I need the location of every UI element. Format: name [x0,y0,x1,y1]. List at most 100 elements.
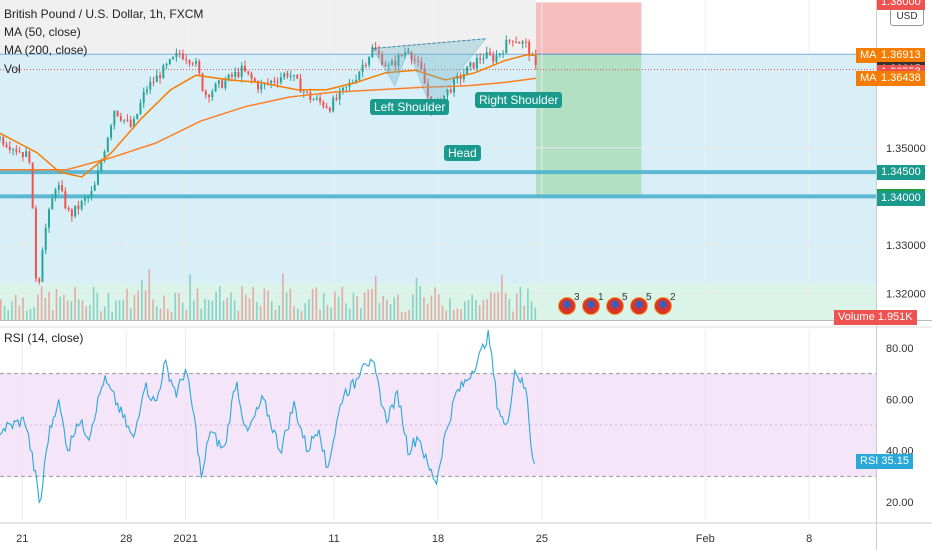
volume-bar [326,304,329,320]
candle-body [524,41,527,43]
volume-bar [519,286,522,320]
volume-bar [22,297,24,320]
candle-body [273,80,276,82]
currency-button[interactable]: USD [890,8,924,26]
candle-body [276,81,279,83]
volume-bar [115,300,117,320]
volume-bar [37,294,39,320]
rsi-line [0,329,536,505]
volume-bar [460,309,462,320]
candle-body [83,198,86,201]
candle-body [260,84,263,90]
candle-body [116,110,119,117]
candle-body [312,99,315,101]
price-tag: 1.36438 [877,70,925,86]
volume-bar [92,286,95,320]
candle-body [100,161,103,171]
candle-body [332,97,335,112]
candle-body [149,81,152,90]
volume-bar [230,292,232,320]
volume-bar [48,291,50,320]
candle-body [70,209,73,217]
candle-body [253,78,256,82]
candle-body [227,74,230,81]
candle-body [57,185,60,190]
right-shoulder-label[interactable]: Right Shoulder [475,92,563,108]
volume-legend[interactable]: Vol [4,62,21,76]
head-label[interactable]: Head [444,145,481,161]
candle-body [191,63,194,65]
volume-bar [66,300,69,320]
candle-body [387,65,390,67]
volume-bar [289,288,292,320]
candle-body [505,39,508,54]
candle-body [459,75,462,80]
candle-body [306,91,309,93]
candle-body [355,79,358,83]
volume-bar [430,295,433,320]
event-count: 3 [574,292,580,303]
volume-bar [7,309,10,320]
candle-body [8,146,11,150]
volume-bar [74,287,76,320]
candle-body [361,64,364,72]
volume-bar [11,301,13,320]
candle-body [279,77,282,83]
volume-bar [185,309,188,320]
event-flag-icon[interactable] [606,297,624,315]
upper-shade [0,0,536,55]
candle-body [446,89,449,96]
candle-body [18,151,21,153]
volume-tag-label: Volume [838,311,875,323]
candle-body [384,64,387,67]
candle-body [38,278,41,282]
left-shoulder-label[interactable]: Left Shoulder [370,99,450,115]
volume-bar [133,294,136,320]
rsi-tick-label: 20.00 [886,497,914,509]
event-flag-icon[interactable] [582,297,600,315]
candle-body [348,83,351,87]
volume-bar [3,305,6,320]
candle-body [289,76,292,78]
volume-bar [193,300,195,320]
candle-body [479,58,482,60]
candle-body [299,78,302,93]
price-tag: 1.34500 [877,164,925,180]
volume-bar [263,288,266,320]
volume-bar [523,306,525,320]
volume-bar [155,306,158,320]
volume-bar [18,305,21,320]
rsi-legend[interactable]: RSI (14, close) [4,331,84,345]
event-flag-icon[interactable] [630,297,648,315]
volume-bar [434,287,436,320]
ma50-legend[interactable]: MA (50, close) [4,25,81,39]
candle-body [136,114,139,119]
candle-body [168,59,171,64]
volume-bar [304,303,306,320]
candle-body [345,86,348,88]
candle-body [302,91,305,93]
candle-body [469,62,472,67]
volume-tag-value: 1.951K [877,311,913,323]
event-flag-icon[interactable] [654,297,672,315]
price-tick-label: 1.33000 [886,240,926,252]
candle-body [194,61,197,64]
volume-bar [103,306,106,320]
candle-body [449,89,452,93]
rsi-tick-label: 60.00 [886,394,914,406]
candle-body [54,189,57,199]
candle-body [423,68,426,84]
volume-bar [397,294,399,320]
ma200-legend[interactable]: MA (200, close) [4,43,88,57]
candle-body [165,63,168,66]
volume-bar [393,297,396,320]
event-flag-icon[interactable] [558,297,576,315]
candle-body [270,80,273,84]
volume-bar [81,300,84,320]
event-count: 1 [598,292,604,303]
volume-bar [382,296,384,320]
volume-bar [449,298,451,320]
volume-bar [400,311,403,320]
price-tick-label: 1.35000 [886,143,926,155]
